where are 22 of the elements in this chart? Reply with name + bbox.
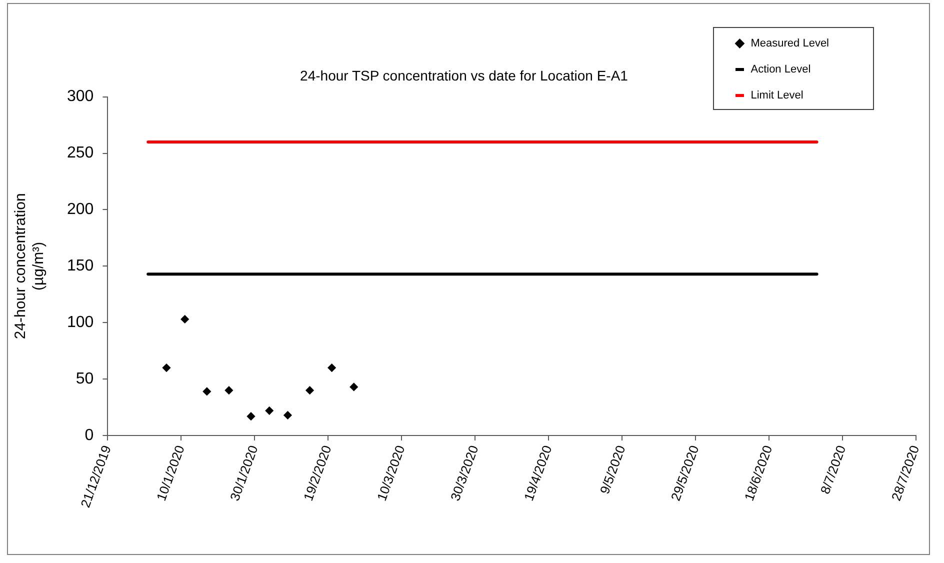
y-tick-label: 250 <box>66 144 94 162</box>
point <box>350 382 358 392</box>
point <box>328 364 336 372</box>
y-tick-label: 0 <box>84 426 94 444</box>
legend-label: Measured Level <box>750 38 830 50</box>
y-tick-label: 300 <box>66 88 94 106</box>
point <box>284 411 292 420</box>
point <box>162 364 171 372</box>
legend-label: Action Level <box>750 64 811 76</box>
y-tick-label: 200 <box>66 201 94 218</box>
y-tick-label: 150 <box>66 258 94 275</box>
chart-title: 24-hour TSP concentration vs date for Location E-A1 <box>300 67 628 84</box>
y-tick-label: 50 <box>76 370 94 388</box>
point <box>246 412 256 420</box>
legend-label: Limit Level <box>750 90 804 102</box>
point <box>265 406 274 415</box>
point <box>224 386 234 394</box>
y-axis-title: 24-hour concentration (µg/m³) <box>12 193 48 340</box>
point <box>180 315 189 324</box>
point <box>306 386 314 394</box>
point <box>202 387 211 396</box>
y-tick-label: 100 <box>66 314 94 332</box>
